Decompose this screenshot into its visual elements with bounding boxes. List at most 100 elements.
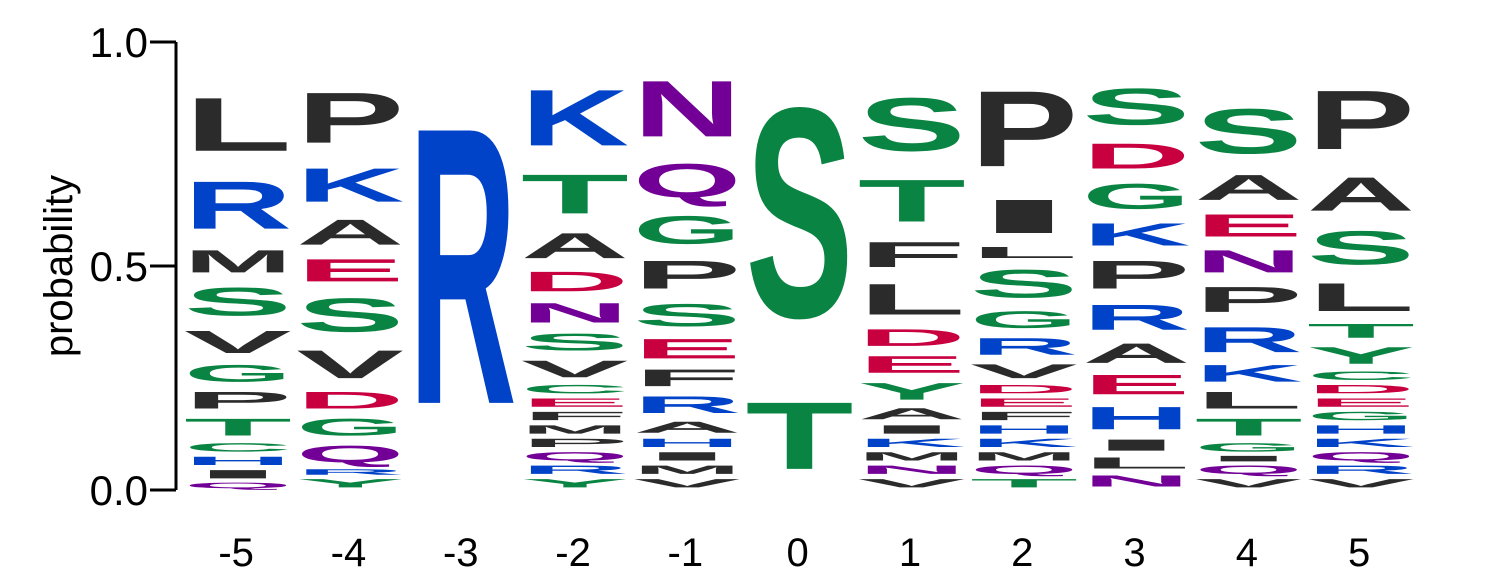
logo-letter: K [1195, 360, 1303, 387]
logo-letter: Q [970, 463, 1078, 476]
logo-letter: A [1195, 168, 1303, 208]
y-axis-title: probability [37, 175, 81, 357]
logo-letter: R [970, 333, 1078, 360]
position-label: -5 [218, 531, 254, 575]
logo-letter: S [521, 329, 629, 356]
logo-letter: I [1082, 436, 1190, 454]
logo-letter: N [633, 64, 741, 153]
logo-letter: H [1082, 400, 1190, 436]
logo-letter: C [1307, 369, 1415, 382]
logo-letter: K [1307, 436, 1415, 449]
logo-letter: A [1082, 338, 1190, 369]
logo-letter: P [633, 252, 741, 297]
logo-letter: Q [633, 154, 741, 208]
logo-letter: S [1307, 221, 1415, 274]
logo-letter: Q [296, 441, 404, 468]
logo-letter: G [296, 414, 404, 441]
logo-letter: S [970, 261, 1078, 306]
logo-letter: M [633, 463, 741, 476]
logo-letter: Q [184, 481, 292, 490]
x-axis-labels: -5 -4 -3 -2 -1 0 1 2 3 4 5 [218, 531, 1370, 575]
logo-letter: Y [1307, 342, 1415, 369]
logo-letter: G [970, 306, 1078, 333]
logo-letter: S [858, 82, 966, 167]
logo-letter: R [1195, 320, 1303, 360]
logo-letter: F [970, 409, 1078, 422]
logo-letter: E [521, 396, 629, 409]
logo-letter: G [1195, 441, 1303, 454]
logo-letter: S [746, 46, 854, 381]
logo-letter: L [1307, 275, 1415, 320]
logo-letter: S [633, 297, 741, 333]
logo-letter: Y [858, 378, 966, 405]
position-label: -2 [555, 531, 591, 575]
logo-letter: I [633, 450, 741, 463]
position-label: -4 [331, 531, 367, 575]
logo-letter: R [1082, 298, 1190, 338]
logo-letter: E [1082, 369, 1190, 400]
logo-letter: M [184, 244, 292, 280]
logo-letter: K [858, 436, 966, 449]
logo-letter: E [970, 396, 1078, 409]
logo-letter: A [1307, 167, 1415, 221]
logo-letter: V [970, 360, 1078, 382]
logo-letter: S [184, 279, 292, 324]
logo-letter: E [296, 252, 404, 288]
y-tick-label-1: 0.5 [90, 243, 148, 290]
logo-letter: F [858, 235, 966, 275]
logo-letter: K [521, 73, 629, 162]
logo-letter: L [970, 243, 1078, 261]
logo-letter: S [1195, 96, 1303, 167]
logo-letter: A [296, 213, 404, 253]
logo-letter: A [858, 405, 966, 423]
logo-letter: T [1307, 320, 1415, 342]
logo-letter: V [1307, 477, 1415, 490]
logo-letter: T [521, 163, 629, 226]
logo-letter: T [746, 382, 854, 489]
position-label: -1 [668, 531, 704, 575]
position-label: 3 [1123, 531, 1145, 575]
logo-letter: Q [1307, 450, 1415, 463]
logo-letter: H [970, 423, 1078, 436]
logo-letter: D [521, 266, 629, 297]
logo-letter: T [184, 414, 292, 441]
logo-letter: H [184, 454, 292, 467]
logo-letter: F [521, 409, 629, 422]
position-label: 4 [1236, 531, 1258, 575]
logo-letter: I [970, 190, 1078, 244]
logo-letter: K [296, 158, 404, 212]
logo-letter: G [1082, 176, 1190, 216]
logo-letter: Y [521, 477, 629, 490]
y-tick-label-2: 1.0 [90, 19, 148, 66]
logo-letter: V [858, 477, 966, 490]
y-tick-label-0: 0.0 [90, 467, 148, 514]
logo-letter: V [1195, 477, 1303, 490]
logo-letter: K [970, 436, 1078, 449]
logo-letter: R [296, 468, 404, 477]
logo-letter: A [521, 226, 629, 266]
logo-letter: I [858, 423, 966, 436]
position-label: 1 [899, 531, 921, 575]
logo-letter: T [858, 167, 966, 234]
logo-letter: N [1082, 472, 1190, 490]
logo-letter: D [1307, 383, 1415, 396]
logo-letter: G [184, 360, 292, 387]
logo-letter: G [1307, 409, 1415, 422]
logo-letter: I [184, 468, 292, 481]
position-label: 0 [787, 531, 809, 575]
position-label: 5 [1348, 531, 1370, 575]
logo-letter: V [296, 342, 404, 387]
logo-letter: P [1307, 73, 1415, 167]
logo-letter: E [1307, 396, 1415, 409]
logo-letter: L [1082, 454, 1190, 472]
logo-letter: P [970, 69, 1078, 190]
logo-letter: P [1195, 279, 1303, 319]
logo-letter: Q [1195, 463, 1303, 476]
logo-letter: E [858, 351, 966, 378]
logo-letter: D [858, 324, 966, 351]
position-label: 2 [1011, 531, 1033, 575]
logo-letter: T [1195, 414, 1303, 441]
logo-letter: R [409, 46, 517, 488]
